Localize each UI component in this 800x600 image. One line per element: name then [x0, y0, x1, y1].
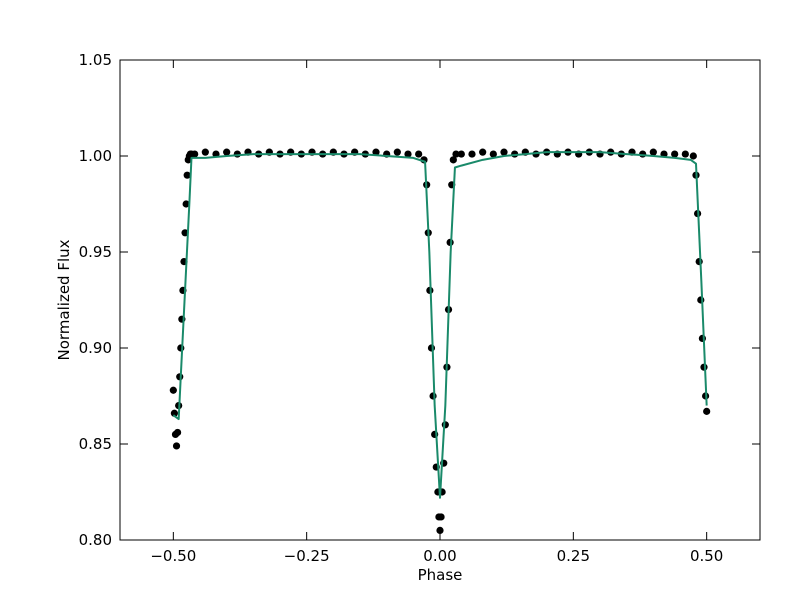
- data-point: [703, 407, 711, 415]
- data-point: [457, 150, 465, 158]
- x-tick-label: −0.50: [150, 547, 196, 565]
- data-point: [182, 200, 190, 208]
- x-tick-label: 0.25: [557, 547, 590, 565]
- data-point: [695, 258, 703, 266]
- x-axis-label: Phase: [418, 566, 463, 584]
- data-point: [449, 156, 457, 164]
- data-point: [437, 513, 445, 521]
- y-axis-label: Normalized Flux: [55, 239, 73, 360]
- data-point: [427, 344, 436, 352]
- data-point: [500, 148, 508, 156]
- data-point: [698, 334, 707, 342]
- data-point: [429, 392, 437, 400]
- data-point: [436, 526, 444, 535]
- data-marks: [169, 148, 711, 535]
- data-point: [191, 150, 199, 158]
- x-tick-label: 0.50: [690, 547, 723, 565]
- y-tick-label: 0.80: [79, 531, 112, 549]
- data-point: [172, 442, 181, 450]
- data-point: [479, 148, 487, 156]
- data-point: [174, 428, 182, 437]
- data-point: [689, 152, 697, 160]
- data-point: [223, 148, 231, 156]
- data-point: [671, 150, 679, 158]
- y-tick-label: 1.05: [79, 51, 112, 69]
- x-tick-label: 0.00: [423, 547, 456, 565]
- y-tick-label: 0.90: [79, 339, 112, 357]
- data-point: [681, 150, 689, 158]
- data-point: [489, 150, 497, 158]
- model-curve: [172, 151, 708, 499]
- y-tick-label: 0.85: [79, 435, 112, 453]
- data-point: [183, 171, 191, 179]
- data-point: [169, 386, 177, 394]
- axis-ticks: −0.50 −0.25 0.00 0.25 0.50 0.80 0.85 0.90 0.95 1.…: [79, 51, 760, 565]
- data-point: [393, 148, 401, 156]
- data-point: [372, 148, 380, 156]
- data-point: [649, 148, 657, 156]
- y-tick-label: 0.95: [79, 243, 112, 261]
- data-point: [452, 150, 460, 158]
- x-tick-label: −0.25: [284, 547, 330, 565]
- data-point: [697, 296, 705, 304]
- y-tick-label: 1.00: [79, 147, 112, 165]
- data-point: [177, 344, 185, 352]
- data-point: [170, 409, 178, 417]
- data-point: [404, 150, 412, 158]
- data-point: [415, 150, 423, 158]
- data-point: [201, 148, 209, 156]
- data-point: [468, 150, 476, 158]
